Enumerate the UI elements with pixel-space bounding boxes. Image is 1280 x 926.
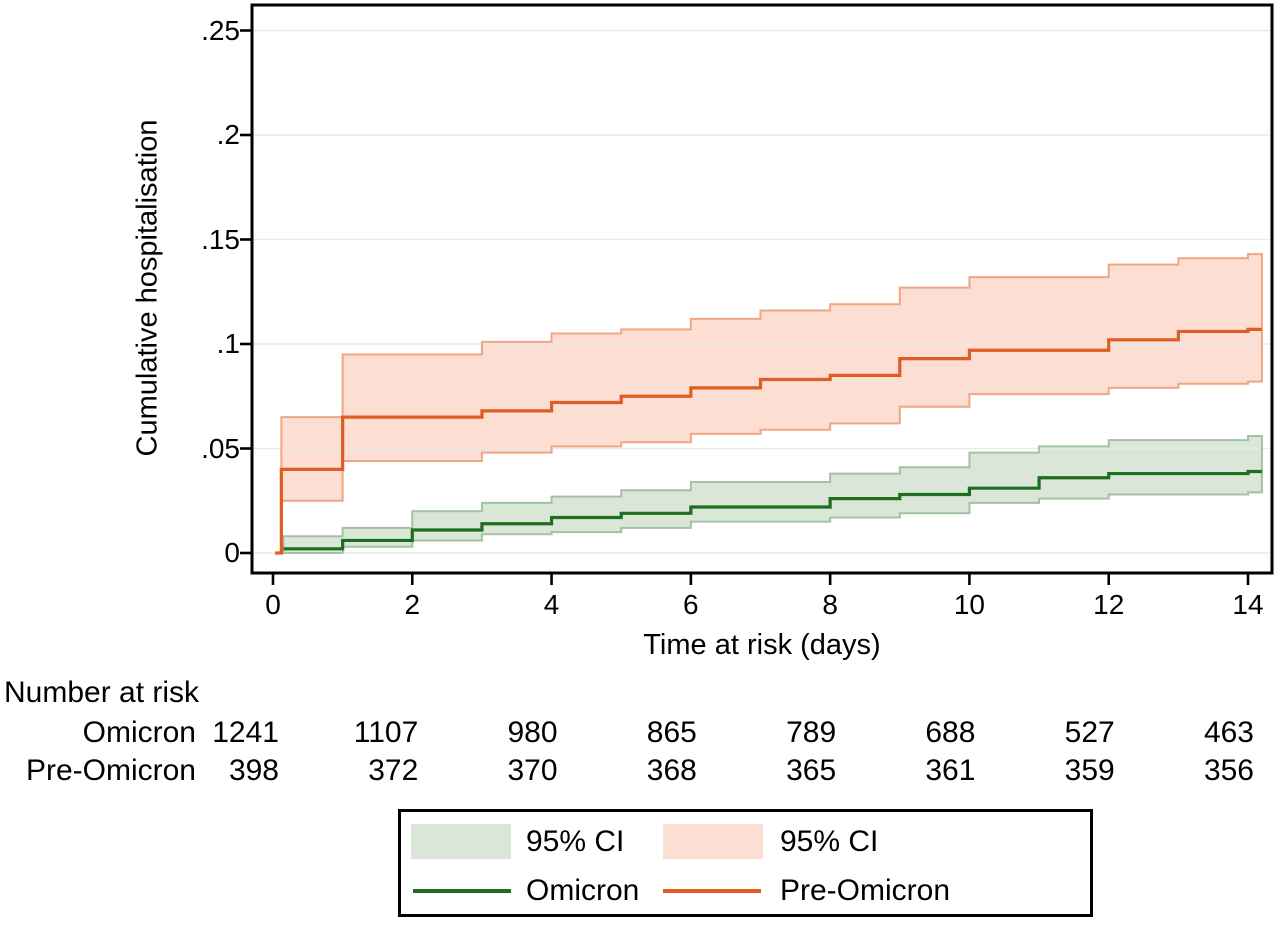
y-tick-label: .25 <box>201 14 240 46</box>
risk-table-title: Number at risk <box>4 676 200 709</box>
risk-value-pre-omicron: 370 <box>507 754 558 787</box>
legend-swatch-pre-omicron-ci <box>663 824 763 859</box>
pre-omicron-line <box>275 327 1262 555</box>
risk-value-omicron: 688 <box>925 716 976 749</box>
legend: 95% CI 95% CI Omicron Pre-Omicron <box>398 809 1093 917</box>
x-tick-label: 2 <box>404 589 421 620</box>
legend-line-pre-omicron <box>663 889 761 893</box>
risk-value-pre-omicron: 361 <box>925 754 976 787</box>
x-tick-label: 10 <box>953 589 985 620</box>
risk-value-pre-omicron: 365 <box>786 754 837 787</box>
risk-value-pre-omicron: 356 <box>1203 754 1254 787</box>
pre-omicron-ci-band-edge <box>280 253 1263 502</box>
legend-label-pre-omicron-ci: 95% CI <box>780 825 879 858</box>
x-tick-label: 0 <box>265 589 281 620</box>
y-tick-label: .05 <box>201 432 240 464</box>
omicron-line <box>283 469 1262 551</box>
y-tick-label: .15 <box>201 223 240 255</box>
pre-omicron-ci-band <box>281 254 1262 501</box>
x-tick-label: 12 <box>1093 589 1125 620</box>
risk-value-omicron: 1107 <box>353 716 419 749</box>
risk-value-omicron: 527 <box>1064 716 1115 749</box>
plot-border <box>250 3 1274 575</box>
risk-row-label-pre-omicron: Pre-Omicron <box>25 754 196 787</box>
legend-label-omicron-ci: 95% CI <box>526 825 625 858</box>
km-plot-canvas <box>240 3 1274 585</box>
risk-value-omicron: 789 <box>786 716 837 749</box>
legend-label-pre-omicron: Pre-Omicron <box>780 874 951 907</box>
risk-value-omicron: 865 <box>646 716 697 749</box>
y-tick-label: .1 <box>216 328 240 359</box>
legend-swatch-omicron-ci <box>411 824 511 859</box>
risk-value-pre-omicron: 359 <box>1064 754 1115 787</box>
risk-value-pre-omicron: 398 <box>228 754 279 787</box>
y-axis-title: Cumulative hospitalisation <box>131 119 164 457</box>
risk-value-omicron: 1241 <box>212 716 279 749</box>
risk-value-omicron: 463 <box>1203 716 1254 749</box>
risk-row-label-omicron: Omicron <box>82 716 196 749</box>
risk-value-omicron: 980 <box>507 716 558 749</box>
x-tick-label: 14 <box>1232 589 1264 620</box>
x-tick-label: 6 <box>683 589 699 620</box>
risk-value-pre-omicron: 372 <box>368 754 419 787</box>
risk-value-pre-omicron: 368 <box>646 754 697 787</box>
x-tick-label: 8 <box>822 589 838 620</box>
y-tick-label: .2 <box>216 119 240 150</box>
x-axis-title: Time at risk (days) <box>643 629 881 661</box>
omicron-ci-band-edge <box>282 434 1263 554</box>
y-tick-label: 0 <box>224 537 240 568</box>
legend-line-omicron <box>413 889 511 893</box>
legend-label-omicron: Omicron <box>526 874 640 907</box>
x-tick-label: 4 <box>543 589 560 620</box>
